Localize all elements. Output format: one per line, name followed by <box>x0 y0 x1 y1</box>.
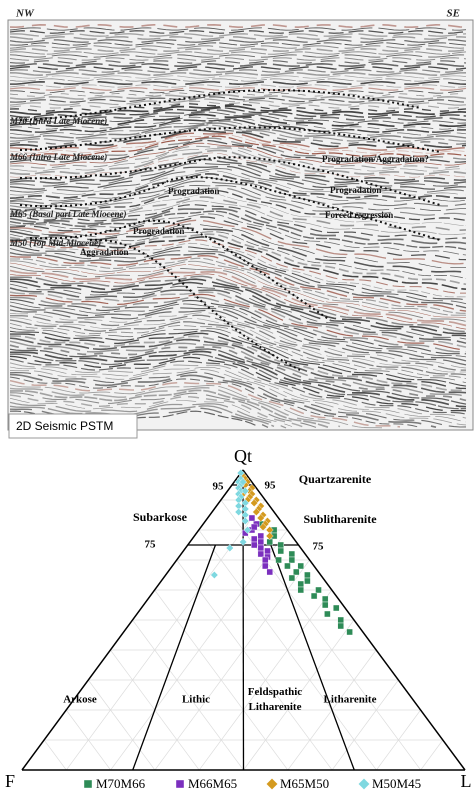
vertex-label: L <box>461 771 472 791</box>
point <box>289 575 295 581</box>
ternary-diagram: Qt F L 95 95 75 75 Quartzarenite Subarkose Sublit… <box>5 446 472 791</box>
point <box>324 611 330 617</box>
point <box>316 587 322 593</box>
grid-line <box>88 680 155 770</box>
point <box>249 515 255 521</box>
point <box>262 557 268 563</box>
figure: NW SE M70 (Intra Late Miocene) M66 (Intr… <box>0 0 475 795</box>
field-label: Litharenite <box>324 694 377 706</box>
point <box>311 593 317 599</box>
point <box>266 778 277 789</box>
point <box>338 617 344 623</box>
field-label: Subarkose <box>133 510 188 524</box>
legend-label: M65M50 <box>280 776 329 791</box>
field-label: Quartzarenite <box>299 472 372 486</box>
point <box>258 533 264 539</box>
point <box>358 778 369 789</box>
annotation: Progradation <box>133 226 184 236</box>
point <box>293 569 299 575</box>
point <box>276 557 282 563</box>
point <box>322 596 328 602</box>
point <box>322 602 328 608</box>
legend-label: M66M65 <box>188 776 237 791</box>
point <box>235 508 242 515</box>
grid-line <box>421 740 443 770</box>
grid-line <box>155 560 310 770</box>
field-label: Arkose <box>63 694 97 706</box>
annotation: Forced regression <box>325 210 393 220</box>
grid-line <box>177 560 332 770</box>
tick-label: 95 <box>213 481 225 493</box>
tick-label: 95 <box>265 480 277 492</box>
vertex-label: Qt <box>234 446 252 466</box>
field-label: Sublitharenite <box>303 512 377 526</box>
point <box>338 623 344 629</box>
point <box>258 545 264 551</box>
point <box>278 548 284 554</box>
field-label: FeldspathicLitharenite <box>248 686 303 713</box>
nw-label: NW <box>15 8 35 20</box>
grid-line <box>66 500 265 770</box>
horizon-label: M70 (Intra Late Miocene) <box>9 116 107 126</box>
annotation: Aggradation <box>80 247 129 257</box>
vertex-label: F <box>5 771 15 791</box>
annotation: Progradation <box>168 186 219 196</box>
point <box>284 563 290 569</box>
point <box>176 780 184 788</box>
point <box>267 569 273 575</box>
legend-label: M70M66 <box>96 776 146 791</box>
point <box>258 539 264 545</box>
point <box>304 572 310 578</box>
field-label: Lithic <box>182 694 210 706</box>
annotation: Progradation <box>330 185 381 195</box>
point <box>84 780 92 788</box>
grid-line <box>44 740 66 770</box>
tick-label: 75 <box>313 541 325 553</box>
point <box>298 587 304 593</box>
tick-label: 75 <box>145 539 157 551</box>
point <box>258 551 264 557</box>
annotation: Progradation/Aggradation? <box>322 154 429 164</box>
point <box>251 536 257 542</box>
legend-label: M50M45 <box>372 776 421 791</box>
horizon-label: M66 (Intra Late Miocene) <box>9 152 107 162</box>
point <box>298 563 304 569</box>
point <box>333 605 339 611</box>
point <box>347 629 353 635</box>
point <box>289 551 295 557</box>
se-label: SE <box>447 8 460 20</box>
point <box>251 542 257 548</box>
caption: 2D Seismic PSTM <box>16 419 113 433</box>
point <box>298 581 304 587</box>
point <box>251 524 257 530</box>
horizon-label: M65 (Basal part Late Miocene) <box>9 209 127 219</box>
point <box>278 542 284 548</box>
point <box>262 563 268 569</box>
point <box>265 548 271 554</box>
point <box>304 578 310 584</box>
point <box>289 557 295 563</box>
